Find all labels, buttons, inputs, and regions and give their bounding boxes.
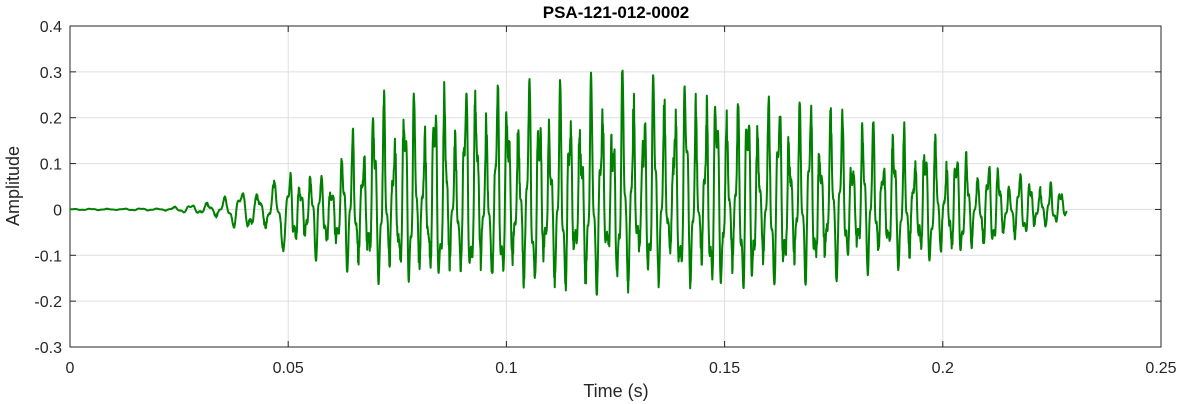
- x-tick-label: 0.25: [1145, 360, 1176, 377]
- y-tick-label: -0.2: [34, 294, 62, 311]
- x-tick-label: 0.15: [709, 360, 740, 377]
- y-tick-label: -0.1: [34, 248, 62, 265]
- x-axis-ticks: 0 0.05 0.1 0.15 0.2 0.25: [66, 26, 1177, 377]
- chart-title: PSA-121-012-0002: [543, 3, 689, 22]
- x-tick-label: 0.2: [932, 360, 954, 377]
- y-tick-label: 0: [53, 202, 62, 219]
- x-tick-label: 0.1: [495, 360, 517, 377]
- x-axis-label: Time (s): [583, 381, 648, 401]
- y-tick-label: 0.4: [40, 19, 62, 36]
- x-tick-label: 0: [66, 360, 75, 377]
- y-axis-label: Amplitude: [3, 146, 23, 226]
- y-tick-label: 0.2: [40, 111, 62, 128]
- y-tick-label: 0.3: [40, 65, 62, 82]
- y-tick-label: 0.1: [40, 157, 62, 174]
- series-layer: [69, 69, 1068, 296]
- y-tick-label: -0.3: [34, 340, 62, 357]
- plot-area-frame: [69, 25, 1162, 348]
- x-tick-label: 0.05: [273, 360, 304, 377]
- series-line-waveform: [69, 69, 1068, 296]
- y-axis-ticks: -0.3 -0.2 -0.1 0 0.1 0.2 0.3 0.4: [34, 19, 1161, 357]
